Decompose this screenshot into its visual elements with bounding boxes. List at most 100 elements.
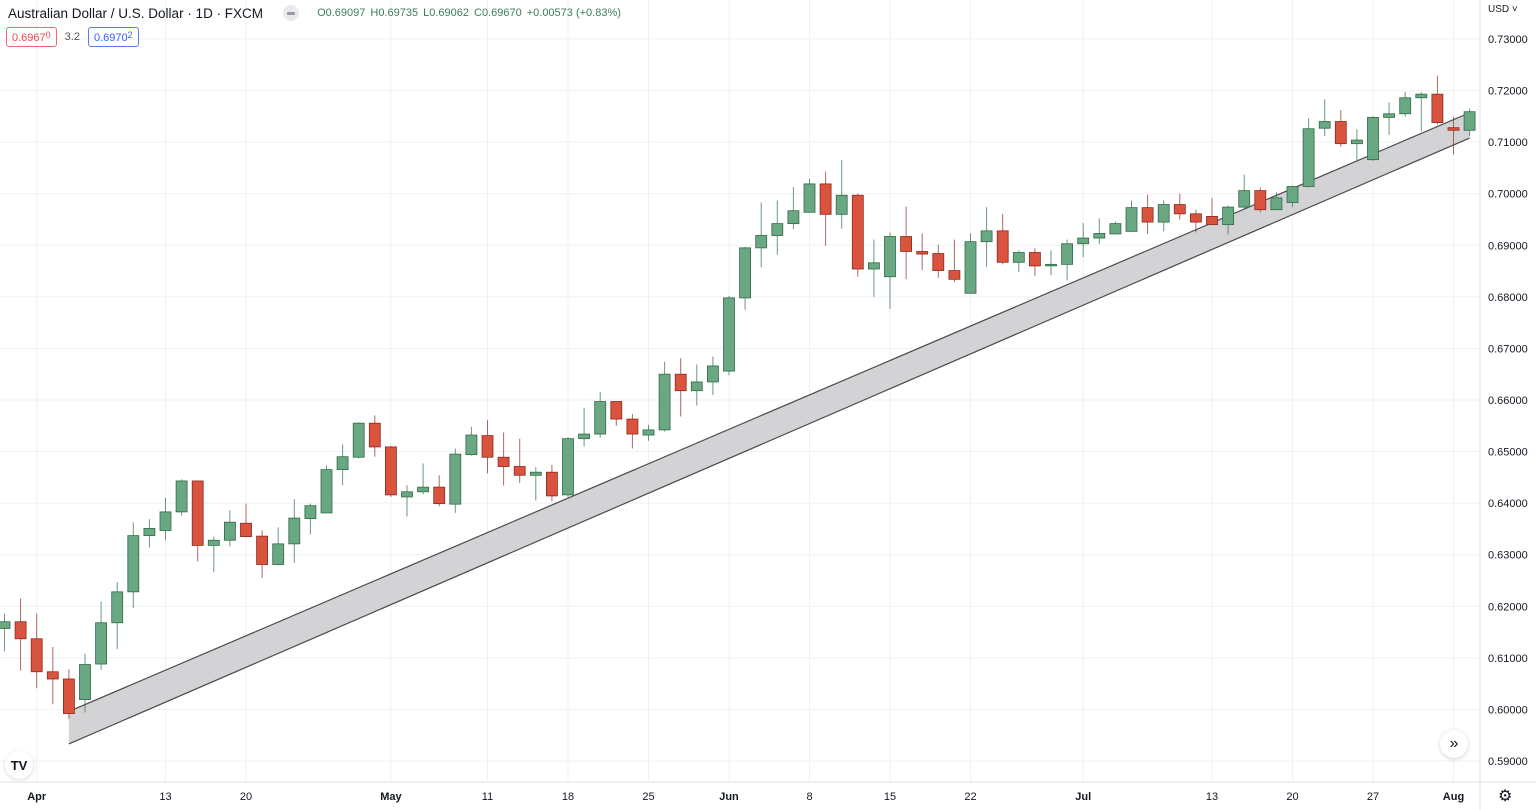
candle-down bbox=[256, 530, 269, 578]
candle-up bbox=[288, 499, 301, 563]
candle-body bbox=[1431, 93, 1444, 123]
candle-body bbox=[868, 262, 880, 270]
price-tick-label: 0.59000 bbox=[1488, 756, 1528, 768]
time-tick-label: Jun bbox=[719, 791, 739, 803]
scroll-to-realtime-button[interactable]: » bbox=[1440, 730, 1468, 758]
symbol-legend: Australian Dollar / U.S. Dollar · 1D · F… bbox=[8, 5, 621, 21]
candle-body bbox=[578, 433, 590, 440]
candle-down bbox=[30, 613, 43, 689]
candle-body bbox=[336, 456, 349, 471]
candle-up bbox=[723, 295, 735, 376]
candle-down bbox=[240, 503, 252, 538]
candle-body bbox=[14, 621, 27, 640]
candle-up bbox=[964, 233, 977, 294]
candle-body bbox=[513, 466, 526, 476]
candle-down bbox=[932, 244, 945, 278]
candle-down bbox=[1141, 194, 1154, 234]
candle-up bbox=[1399, 91, 1412, 117]
candle-body bbox=[529, 471, 542, 476]
tradingview-logo-icon[interactable]: TV bbox=[5, 751, 33, 779]
sell-pip: 0 bbox=[45, 30, 51, 40]
candle-up bbox=[175, 479, 188, 516]
currency-selector[interactable]: USD ˅ bbox=[1488, 4, 1518, 15]
price-tick-label: 0.62000 bbox=[1488, 601, 1528, 613]
candle-body bbox=[546, 471, 558, 497]
price-axis[interactable]: 0.73000 0.72000 0.71000 0.70000 0.69000 0.680… bbox=[1488, 34, 1528, 768]
spread-value: 3.2 bbox=[64, 31, 80, 43]
candle-up bbox=[111, 582, 124, 650]
candle-down bbox=[1447, 116, 1460, 155]
buy-button[interactable]: 0.69702 bbox=[87, 27, 139, 47]
candle-up bbox=[1012, 250, 1025, 273]
candle-up bbox=[272, 527, 285, 566]
candle-down bbox=[1190, 209, 1202, 233]
candle-body bbox=[996, 230, 1009, 263]
price-tick-label: 0.63000 bbox=[1488, 550, 1528, 562]
candle-down bbox=[497, 432, 510, 486]
buy-price: 0.6970 bbox=[93, 32, 128, 44]
candle-body bbox=[964, 241, 977, 294]
candle-body bbox=[240, 522, 252, 538]
candle-body bbox=[658, 373, 671, 431]
candle-down bbox=[481, 420, 494, 474]
time-tick-label: 22 bbox=[964, 791, 976, 803]
time-tick-label: 18 bbox=[562, 791, 574, 803]
settings-gear-icon[interactable]: ⚙ bbox=[1498, 788, 1513, 805]
candle-up bbox=[304, 503, 317, 535]
candle-body bbox=[288, 517, 301, 545]
candle-up bbox=[980, 207, 993, 267]
sell-button[interactable]: 0.69670 bbox=[6, 27, 57, 47]
candle-up bbox=[143, 519, 156, 548]
candle-body bbox=[1447, 127, 1460, 131]
candle-body bbox=[79, 664, 91, 701]
time-tick-label: 11 bbox=[482, 791, 493, 803]
candle-body bbox=[1318, 121, 1331, 129]
time-axis[interactable]: Apr 13 20 May 11 18 25 Jun 8 15 22 Jul 13 20 27 Aug bbox=[27, 791, 1464, 803]
candle-up bbox=[868, 239, 880, 297]
buy-pip: 2 bbox=[127, 30, 133, 40]
candle-body bbox=[207, 539, 220, 546]
candle-body bbox=[449, 453, 462, 505]
candle-body bbox=[272, 543, 285, 565]
candle-body bbox=[723, 297, 735, 372]
trend-channel[interactable] bbox=[68, 112, 1470, 745]
candle-down bbox=[900, 206, 912, 280]
candle-body bbox=[0, 621, 11, 629]
candle-body bbox=[1367, 116, 1379, 161]
candle-body bbox=[755, 235, 768, 249]
candle-body bbox=[175, 480, 188, 513]
candle-body bbox=[1254, 190, 1267, 211]
candle-body bbox=[304, 505, 317, 520]
candle-body bbox=[1029, 252, 1041, 267]
candle-up bbox=[1463, 108, 1476, 136]
candle-body bbox=[1302, 128, 1315, 187]
time-tick-label: 20 bbox=[240, 791, 252, 803]
candle-up bbox=[401, 485, 413, 517]
candle-body bbox=[1141, 207, 1154, 223]
candle-up bbox=[465, 426, 478, 456]
candle-body bbox=[1222, 206, 1234, 226]
candle-up bbox=[1318, 99, 1331, 136]
candle-body bbox=[191, 480, 204, 546]
open-value: O0.69097 bbox=[317, 7, 366, 19]
candle-body bbox=[835, 194, 848, 215]
symbol-title[interactable]: Australian Dollar / U.S. Dollar · 1D · F… bbox=[8, 5, 264, 21]
candle-down bbox=[1206, 197, 1218, 226]
currency-label: USD bbox=[1488, 4, 1510, 15]
channel-fill bbox=[68, 112, 1470, 744]
hide-legend-icon[interactable] bbox=[283, 5, 300, 21]
candle-body bbox=[932, 253, 945, 271]
candle-up bbox=[594, 391, 607, 438]
candle-body bbox=[1270, 197, 1283, 211]
price-tick-label: 0.73000 bbox=[1488, 34, 1528, 46]
candle-body bbox=[159, 511, 172, 531]
price-tick-label: 0.68000 bbox=[1488, 292, 1528, 304]
price-tick-label: 0.65000 bbox=[1488, 447, 1528, 459]
candle-down bbox=[14, 598, 27, 671]
candle-body bbox=[127, 535, 140, 593]
candle-up bbox=[223, 510, 236, 547]
change-value: +0.00573 (+0.83%) bbox=[526, 7, 621, 19]
time-tick-label: 25 bbox=[642, 791, 654, 803]
candle-body bbox=[368, 422, 381, 448]
